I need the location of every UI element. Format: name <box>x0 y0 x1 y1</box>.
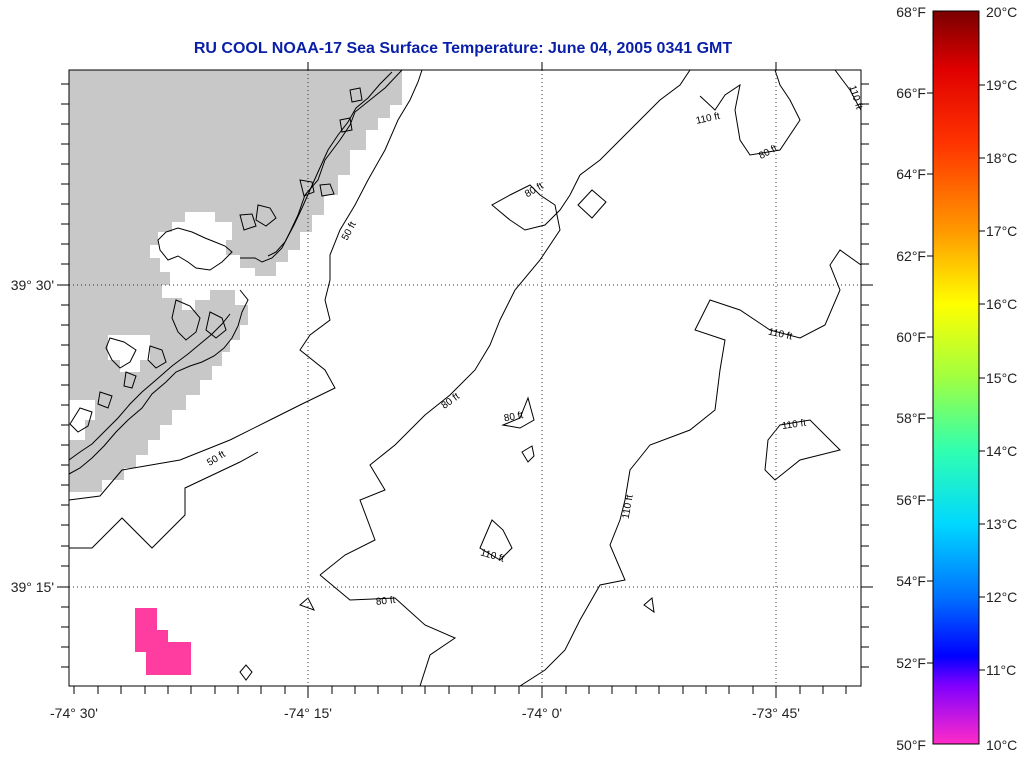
colorbar-f-label: 56°F <box>896 492 926 508</box>
map-title: RU COOL NOAA-17 Sea Surface Temperature:… <box>194 40 733 57</box>
coastline <box>69 70 403 475</box>
colorbar-gradient <box>932 10 980 745</box>
colorbar-c-label: 13°C <box>986 516 1017 532</box>
colorbar-c-label: 16°C <box>986 296 1017 312</box>
colorbar-c-label: 18°C <box>986 150 1017 166</box>
contour-label: 110 ft <box>781 418 807 432</box>
colorbar-c-label: 12°C <box>986 589 1017 605</box>
colorbar-c-label: 17°C <box>986 223 1017 239</box>
colorbar-f-label: 64°F <box>896 166 926 182</box>
colorbar-f-label: 52°F <box>896 655 926 671</box>
colorbar-f-label: 50°F <box>896 737 926 753</box>
graticule <box>69 70 861 686</box>
contour-label: 80 ft <box>503 410 524 424</box>
colorbar-f-label: 54°F <box>896 573 926 589</box>
lon-label: -73° 45' <box>752 705 800 721</box>
colorbar-c-label: 14°C <box>986 443 1017 459</box>
contour-label: 110 ft <box>767 327 793 343</box>
axis-ticks <box>57 62 873 698</box>
colorbar-f-label: 58°F <box>896 410 926 426</box>
lon-label: -74° 30' <box>50 705 98 721</box>
colorbar-f-label: 68°F <box>896 4 926 20</box>
colorbar-f-label: 60°F <box>896 329 926 345</box>
bay-area <box>108 335 150 372</box>
colorbar: 68°F 66°F 64°F 62°F 60°F 58°F 56°F 54°F … <box>896 4 1017 753</box>
sst-data-patch <box>135 608 191 675</box>
land-mass <box>69 70 402 492</box>
bathymetry-contours <box>69 70 861 686</box>
colorbar-f-label: 62°F <box>896 248 926 264</box>
contour-label: 80 ft <box>375 595 396 608</box>
colorbar-ticks <box>927 84 985 671</box>
map-panel: 50 ft 50 ft 80 ft 80 ft 80 ft 80 ft 80 f… <box>11 62 873 721</box>
lon-label: -74° 15' <box>284 705 332 721</box>
colorbar-c-label: 11°C <box>986 662 1016 678</box>
colorbar-c-label: 19°C <box>986 77 1017 93</box>
lon-label: -74° 0' <box>522 705 562 721</box>
contour-label: 110 ft <box>695 111 721 127</box>
colorbar-c-label: 20°C <box>986 4 1017 20</box>
contour-label: 110 ft <box>621 494 636 520</box>
colorbar-c-label: 10°C <box>986 737 1017 753</box>
lat-label: 39° 15' <box>11 579 54 595</box>
map-frame <box>68 69 862 687</box>
colorbar-f-label: 66°F <box>896 85 926 101</box>
colorbar-c-label: 15°C <box>986 370 1017 386</box>
lat-label: 39° 30' <box>11 277 54 293</box>
